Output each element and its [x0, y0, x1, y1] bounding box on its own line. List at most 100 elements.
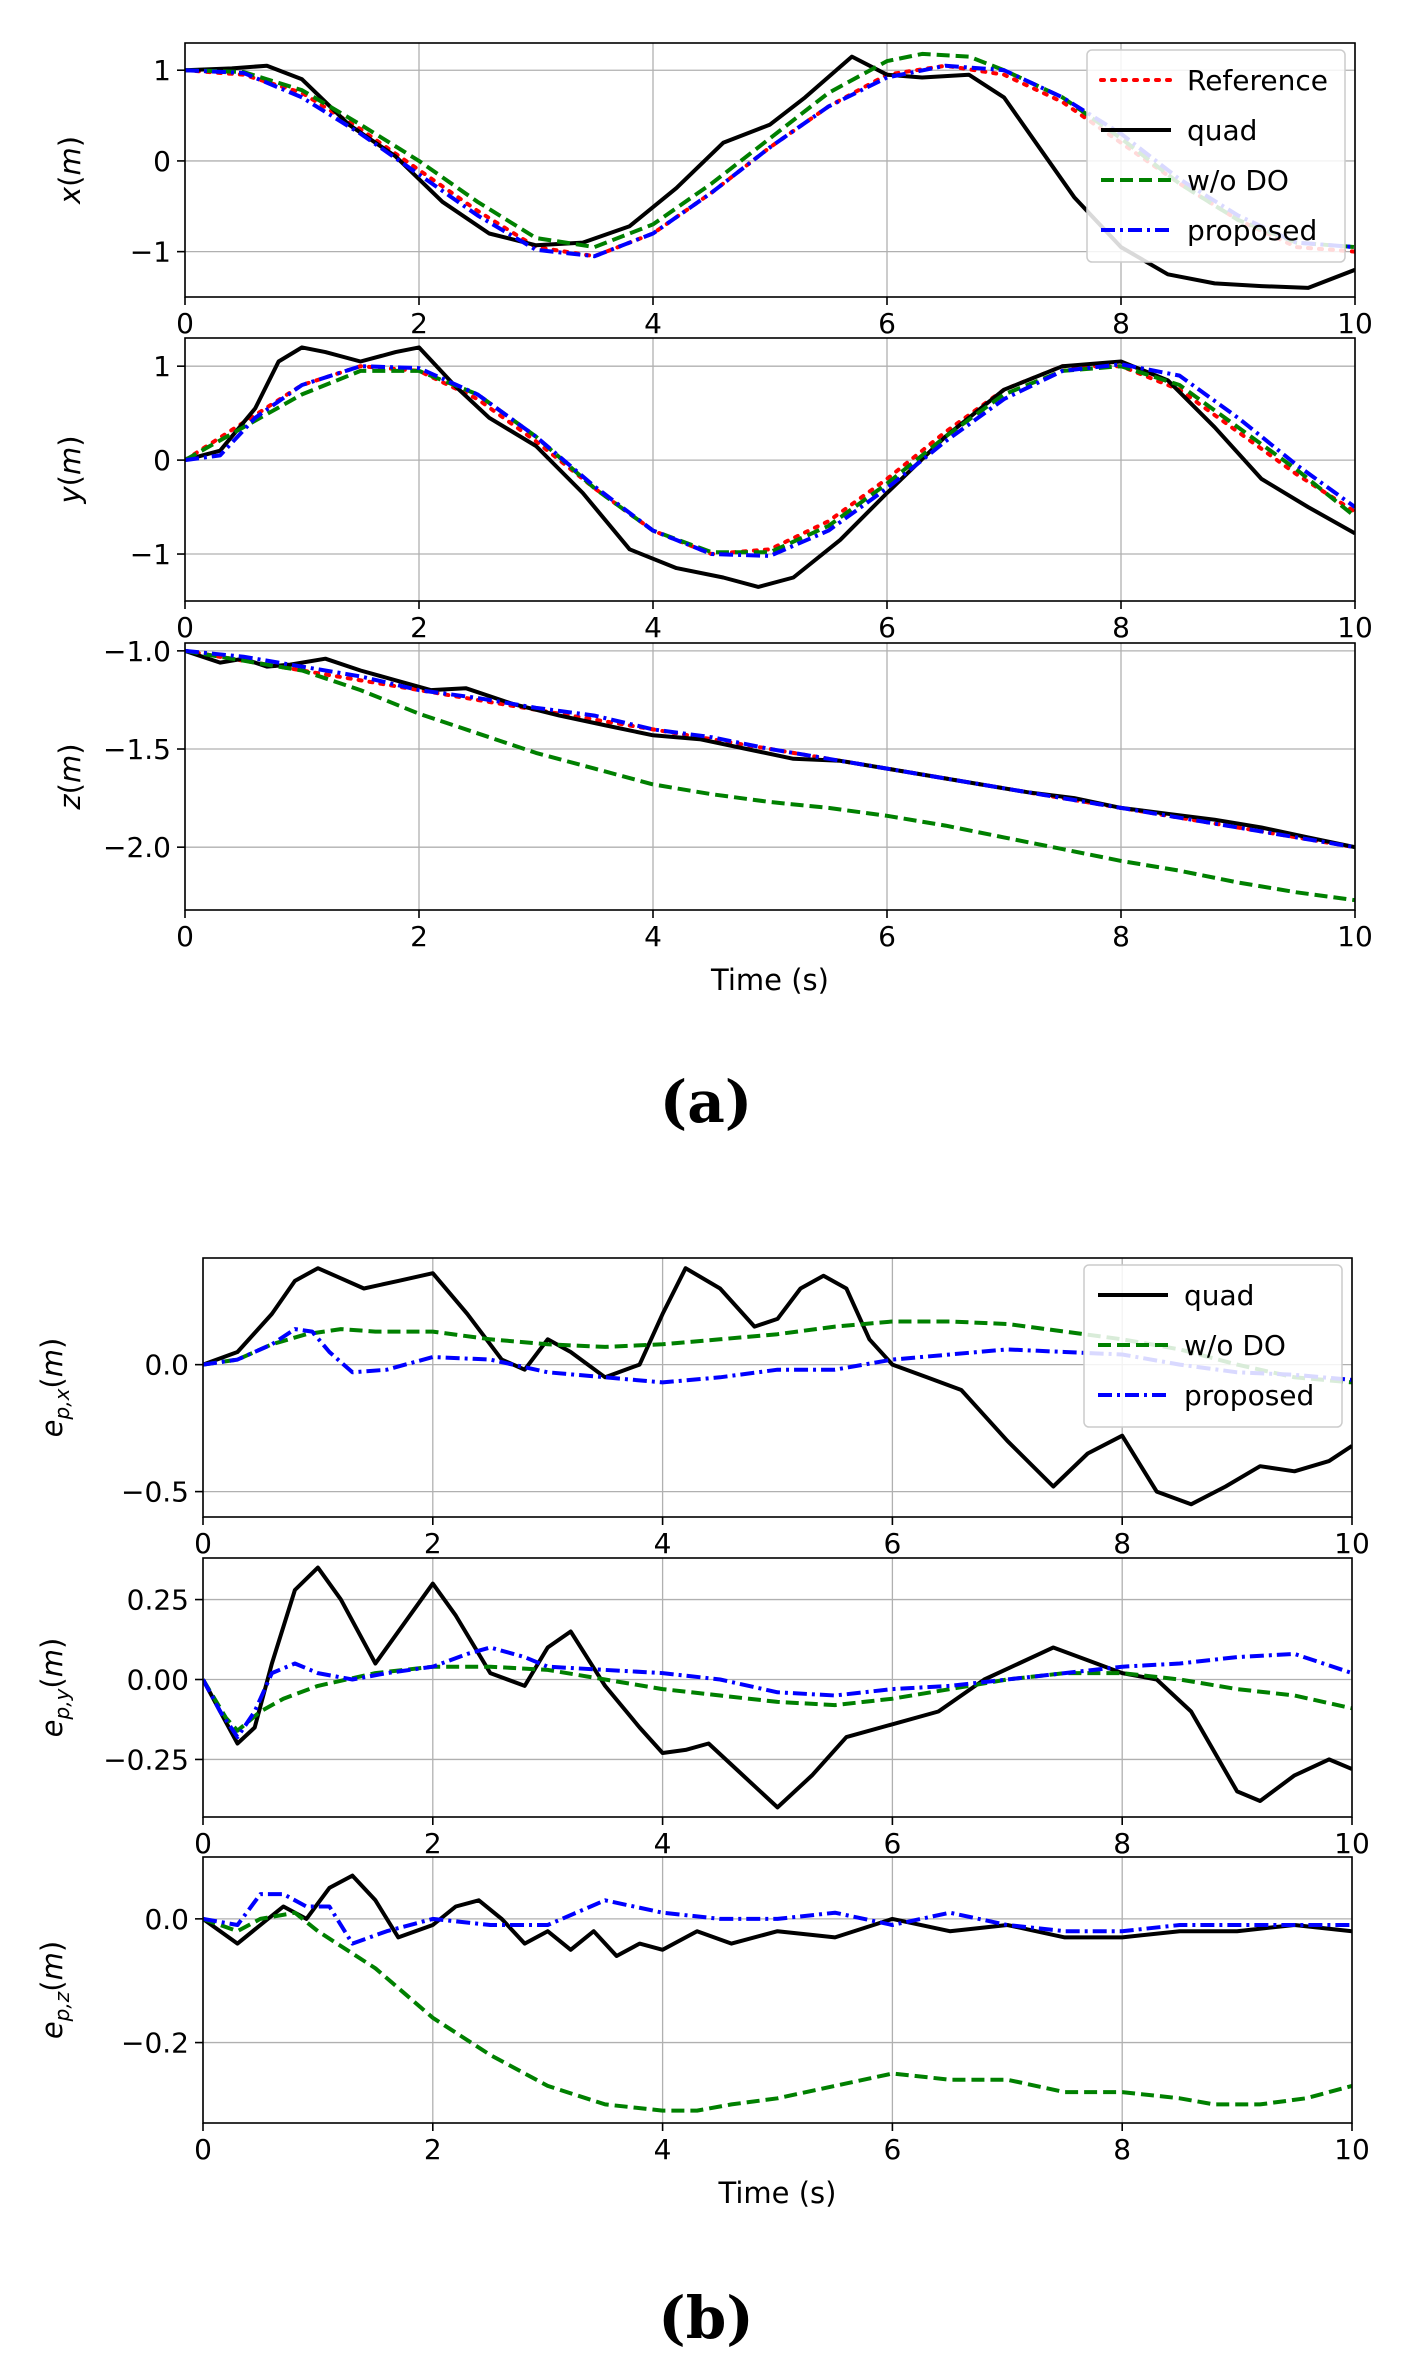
y-tick-label: 0: [153, 444, 171, 477]
legend-label: quad: [1187, 114, 1257, 147]
x-tick-label: 8: [1112, 307, 1130, 340]
series-line-quad: [203, 1873, 1352, 1958]
x-tick-label: 8: [1112, 611, 1130, 644]
series-line-proposed: [185, 648, 1355, 850]
x-tick-label: 2: [424, 1527, 442, 1560]
y-tick-label: 0: [153, 145, 171, 178]
y-tick-label: −1: [130, 538, 171, 571]
subplot-b-2: 0 2 4 6 8 10 0.0 −0.2 ep,z(m) Time (s): [35, 1856, 1370, 2210]
x-tick-label: 10: [1337, 920, 1373, 953]
x-tick-label: 6: [878, 920, 896, 953]
y-tick-label: −2.0: [103, 831, 171, 864]
subplot-b-0: 0 2 4 6 8 10 0.0 −0.5 ep,x(m) quad w/o DO proposed: [35, 1257, 1370, 1560]
subplot-a-1: 0 2 4 6 8 10 −1 0 1 y(m): [53, 337, 1373, 644]
x-tick-label: 4: [644, 307, 662, 340]
y-tick-label: −1: [130, 236, 171, 269]
y-tick-label: 1: [153, 54, 171, 87]
y-tick-label: −1.0: [103, 635, 171, 668]
series-line-quad: [203, 1266, 1352, 1507]
y-axis-label: y(m): [53, 435, 87, 504]
x-tick-label: 2: [410, 307, 428, 340]
series-line-quad: [185, 345, 1355, 589]
x-tick-label: 2: [424, 2133, 442, 2166]
y-tick-label: −0.5: [121, 1476, 189, 1509]
legend-box: [1083, 1264, 1343, 1428]
subplot-a-0: 0 2 4 6 8 10 −1 0 1 x(m) Reference quad w/o DO propos…: [53, 42, 1373, 340]
series-line-w-o-do: [185, 648, 1355, 903]
series-line-proposed: [185, 362, 1355, 558]
x-tick-label: 0: [176, 307, 194, 340]
x-tick-label: 2: [410, 611, 428, 644]
x-tick-label: 0: [176, 920, 194, 953]
axes-frame: [184, 337, 1356, 602]
axes-frame: [184, 642, 1356, 911]
legend: Reference quad w/o DO proposed: [1086, 49, 1346, 263]
x-tick-label: 6: [878, 611, 896, 644]
x-tick-label: 4: [654, 1527, 672, 1560]
series-line-w-o-do: [203, 1664, 1352, 1733]
series-line-proposed: [185, 63, 1355, 259]
panel-a-label: (a): [660, 1068, 752, 1136]
panel-b-label: (b): [658, 2284, 753, 2352]
x-tick-label: 8: [1113, 1827, 1131, 1860]
x-tick-label: 0: [176, 611, 194, 644]
series-line-quad: [203, 1565, 1352, 1810]
subplot-a-2: 0 2 4 6 8 10 −1.0 −1.5 −2.0 z(m) Time (s): [53, 635, 1373, 997]
x-tick-label: 0: [194, 1827, 212, 1860]
y-tick-label: −0.25: [103, 1743, 189, 1776]
series-line-w-o-do: [203, 1319, 1352, 1385]
y-tick-label: 0.25: [127, 1584, 189, 1617]
x-tick-label: 6: [878, 307, 896, 340]
legend: quad w/o DO proposed: [1083, 1264, 1343, 1428]
subplot-b-1: 0 2 4 6 8 10 0.25 0.00 −0.25 ep,y(m): [35, 1557, 1370, 1860]
y-tick-label: −0.2: [121, 2027, 189, 2060]
x-tick-label: 8: [1112, 920, 1130, 953]
legend-label: proposed: [1184, 1379, 1314, 1412]
x-tick-label: 6: [883, 2133, 901, 2166]
x-tick-label: 10: [1337, 307, 1373, 340]
series-line-w-o-do: [185, 364, 1355, 555]
series-line-w-o-do: [203, 1910, 1352, 2113]
x-tick-label: 4: [644, 611, 662, 644]
x-tick-label: 4: [644, 920, 662, 953]
x-axis-label: Time (s): [718, 2176, 837, 2210]
series-line-proposed: [203, 1645, 1352, 1740]
x-tick-label: 2: [424, 1827, 442, 1860]
series-line-proposed: [203, 1892, 1352, 1946]
x-tick-label: 10: [1334, 1827, 1370, 1860]
x-tick-label: 4: [654, 2133, 672, 2166]
y-axis-label: ep,z(m): [35, 1941, 74, 2039]
legend-label: proposed: [1187, 214, 1317, 247]
y-axis-label: x(m): [53, 136, 87, 205]
legend-label: w/o DO: [1184, 1329, 1286, 1362]
y-tick-label: −1.5: [103, 733, 171, 766]
x-tick-label: 6: [883, 1827, 901, 1860]
y-tick-label: 1: [153, 350, 171, 383]
y-axis-label: z(m): [53, 743, 87, 810]
axes-frame: [202, 1557, 1353, 1818]
y-tick-label: 0.0: [144, 1903, 189, 1936]
x-tick-label: 2: [410, 920, 428, 953]
x-tick-label: 8: [1113, 2133, 1131, 2166]
x-tick-label: 6: [883, 1527, 901, 1560]
axes-frame: [202, 1856, 1353, 2124]
x-tick-label: 10: [1334, 2133, 1370, 2166]
x-tick-label: 0: [194, 2133, 212, 2166]
y-axis-label: ep,y(m): [35, 1638, 74, 1738]
x-tick-label: 0: [194, 1527, 212, 1560]
x-tick-label: 8: [1113, 1527, 1131, 1560]
x-tick-label: 4: [654, 1827, 672, 1860]
axes-frame: [202, 1257, 1353, 1518]
y-tick-label: 0.0: [144, 1349, 189, 1382]
series-line-reference: [185, 63, 1355, 259]
legend-label: Reference: [1187, 64, 1328, 97]
legend-label: quad: [1184, 1279, 1254, 1312]
x-tick-label: 10: [1334, 1527, 1370, 1560]
legend-box: [1086, 49, 1346, 263]
x-axis-label: Time (s): [710, 963, 829, 997]
legend-label: w/o DO: [1187, 164, 1289, 197]
x-tick-label: 10: [1337, 611, 1373, 644]
y-axis-label: ep,x(m): [35, 1338, 74, 1438]
y-tick-label: 0.00: [127, 1664, 189, 1697]
